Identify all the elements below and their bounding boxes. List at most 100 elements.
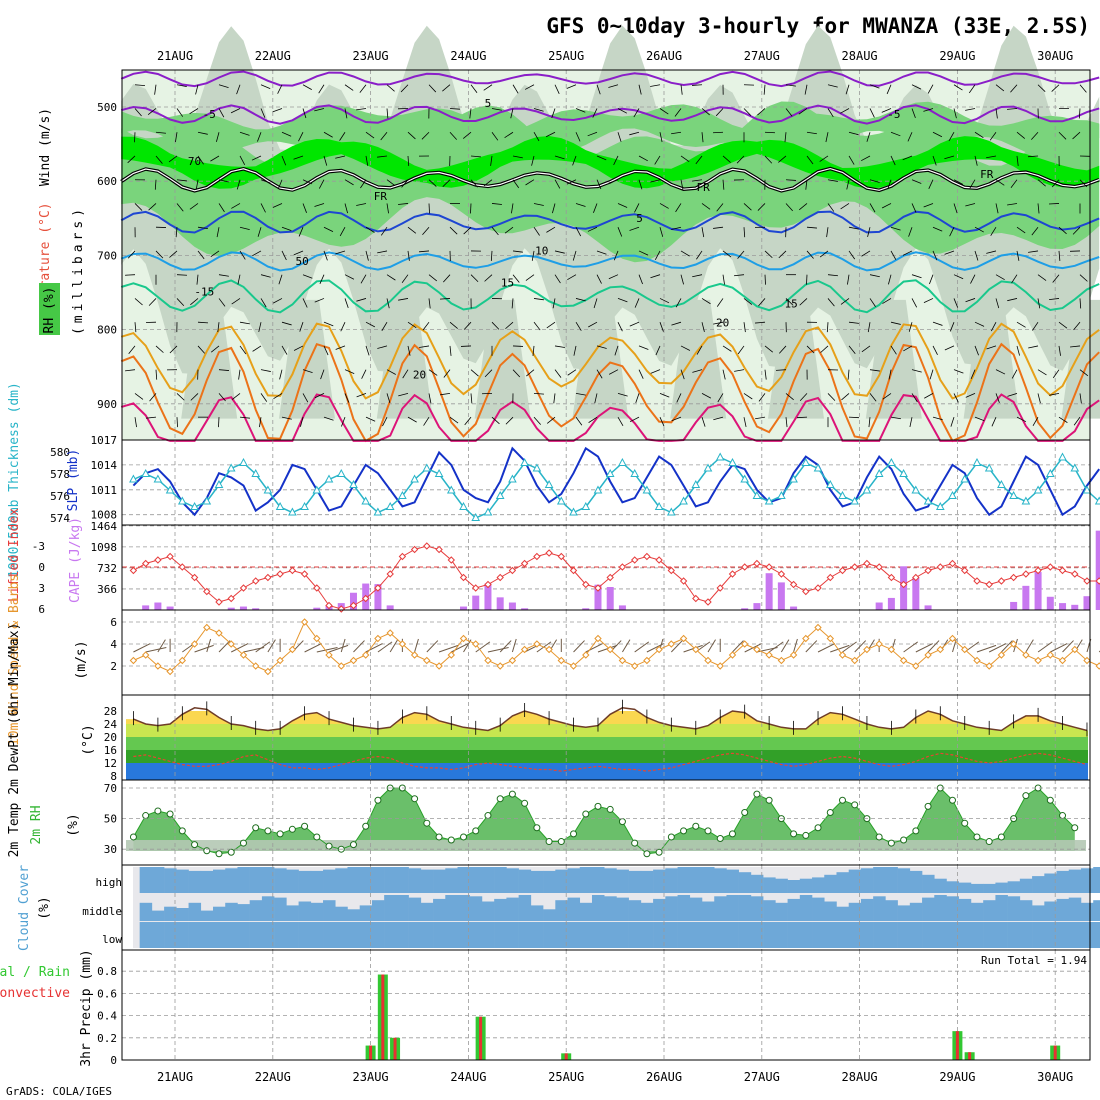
top-date-label: 21AUG <box>157 49 193 63</box>
wind-barb <box>218 274 229 277</box>
cloud-bar <box>1080 922 1094 948</box>
wind-barb <box>239 321 250 325</box>
wind-barb <box>588 321 598 328</box>
wind10m-barb <box>218 640 231 653</box>
wind-barb <box>197 250 205 260</box>
wind-barb <box>826 322 829 333</box>
wind-barb <box>671 131 682 135</box>
wind-barb <box>734 274 745 277</box>
wind-barb <box>169 250 178 258</box>
wind-barb <box>216 227 220 238</box>
wind-barb <box>195 179 199 190</box>
wind10m-marker <box>386 629 394 637</box>
cloud-bar <box>922 874 935 893</box>
cloud-bar <box>1093 900 1100 921</box>
rh2m-marker <box>1059 812 1067 820</box>
wind-barb <box>293 250 304 256</box>
wind-barb <box>701 132 704 143</box>
cape-bar <box>472 595 480 610</box>
precip-tick-label: 0.2 <box>97 1032 117 1045</box>
wind-barb <box>806 250 814 259</box>
lifted-index-marker <box>325 601 333 610</box>
lifted-index-marker <box>496 573 504 582</box>
cloud-bar <box>408 897 422 921</box>
rh2m-marker <box>997 833 1005 841</box>
wind-barb <box>490 250 493 261</box>
wind-barb <box>298 227 304 237</box>
wind-barb <box>293 155 304 160</box>
rh2m-panel: 70 50 30 <box>104 779 1091 866</box>
wind-barb <box>464 416 472 426</box>
wind10m-marker <box>924 651 932 659</box>
wind-barb <box>986 155 997 159</box>
wind10m-marker <box>264 667 272 676</box>
rh2m-marker <box>129 833 137 841</box>
precip-conv-bar <box>479 1016 483 1060</box>
cape-tick-label: 1464 <box>91 520 118 533</box>
cloud-bar <box>396 895 409 921</box>
wind-barb <box>344 393 350 403</box>
wind-barb <box>189 203 199 210</box>
wind-barb <box>359 84 367 93</box>
thickness-marker <box>349 479 358 488</box>
thickness-marker <box>862 485 872 494</box>
wind-barb <box>533 108 544 112</box>
cloud-bar <box>860 898 874 921</box>
wind10m-marker <box>997 651 1006 659</box>
credit: GrADS: COLA/IGES <box>6 1085 112 1098</box>
rh-legend-swatch <box>39 283 60 335</box>
rh2m-marker <box>374 796 382 804</box>
cloud-bar <box>860 868 874 893</box>
thickness-marker <box>642 485 652 494</box>
wind-barb <box>932 226 943 232</box>
cloud-bar <box>995 882 1008 893</box>
cloud-bar <box>983 900 996 921</box>
wind10m-marker <box>618 656 627 665</box>
upper-air-axis-labels: Wind (m/s) Temperature (°C) RH (%) (mill… <box>38 108 86 335</box>
wind10m-marker <box>692 645 700 654</box>
thickness-tick-label: 574 <box>50 512 70 525</box>
wind10m-barb <box>927 640 940 653</box>
wind-barb <box>654 250 661 260</box>
thickness-marker <box>1021 496 1031 505</box>
wind-barb <box>868 417 871 428</box>
lifted-index-marker <box>692 594 700 603</box>
wind-barb <box>127 250 136 259</box>
wind10m-marker <box>423 656 431 665</box>
wind-barb <box>944 250 955 255</box>
wind-barb <box>965 393 976 398</box>
wind10m-marker <box>826 634 835 643</box>
wind-barb <box>572 155 577 166</box>
wind-barb <box>869 393 877 402</box>
wind10m-marker <box>838 651 847 659</box>
cape-bar <box>741 608 749 610</box>
wind-barb <box>1078 108 1081 119</box>
cloud-bar <box>225 868 238 893</box>
wind-barb <box>575 321 582 331</box>
cloud-bar <box>909 870 923 893</box>
wind10m-barb <box>830 644 850 653</box>
cloud-bar <box>628 870 642 893</box>
wind10m-barb <box>842 641 857 653</box>
wind-barb <box>511 298 514 309</box>
wind-barb <box>298 132 304 142</box>
lifted-index-marker <box>1009 573 1018 582</box>
wind-barb <box>318 84 325 94</box>
wind-barb <box>974 321 985 327</box>
cloud-bar <box>799 922 813 948</box>
top-date-axis: 21AUG 22AUG 23AUG 24AUG 25AUG 26AUG 27AUG 28AUG… <box>157 49 1073 63</box>
wind-barb <box>483 179 493 187</box>
wind-barb <box>986 250 997 254</box>
cloud-bar <box>1032 905 1045 921</box>
wind-barb <box>737 345 745 355</box>
cloud-bar <box>897 922 911 948</box>
wind-barb <box>701 108 710 116</box>
cloud-bar <box>445 868 458 893</box>
cape-bar <box>386 605 394 610</box>
precip-conv-bar <box>369 1045 373 1060</box>
wind10m-marker <box>533 640 541 648</box>
wind-barb <box>743 322 746 333</box>
lifted-index-marker <box>154 556 162 564</box>
wind10m-marker <box>1046 651 1055 659</box>
